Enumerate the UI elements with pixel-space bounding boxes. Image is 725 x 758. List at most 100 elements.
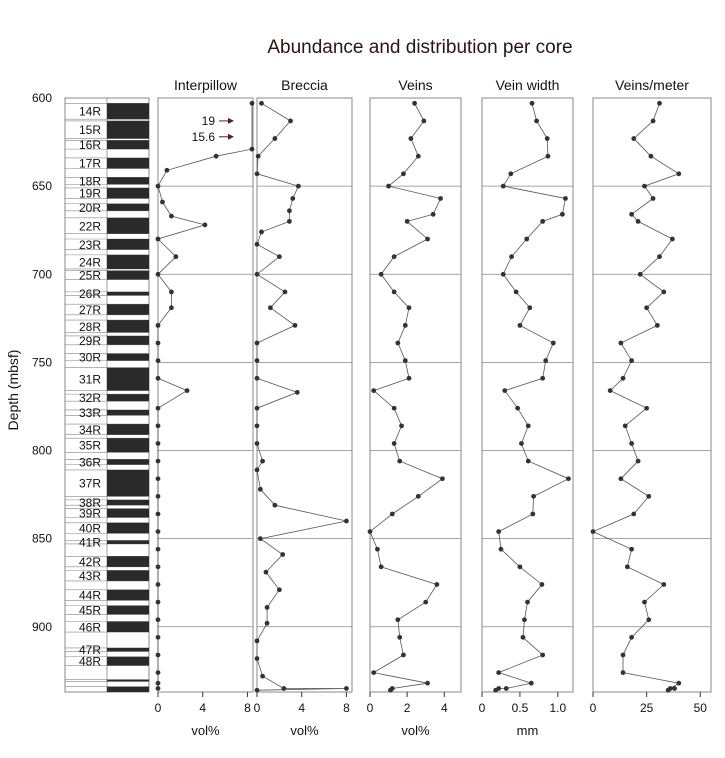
data-point (531, 493, 536, 499)
data-point (493, 687, 499, 693)
data-point (648, 153, 654, 159)
data-point (624, 564, 630, 570)
core-label: 19R (79, 187, 101, 201)
panel-title: Breccia (281, 77, 328, 93)
core-recovery-bar (107, 621, 149, 633)
data-point (543, 358, 549, 364)
data-point (259, 100, 264, 106)
data-point (650, 196, 656, 201)
data-point (421, 118, 427, 124)
core-label: 14R (79, 105, 101, 119)
data-point (524, 236, 530, 242)
core-recovery-bar (107, 120, 149, 139)
core-label: 33R (79, 406, 101, 420)
core-label: 26R (79, 287, 101, 301)
core-recovery-bar (107, 239, 149, 250)
data-point (520, 634, 526, 640)
core-recovery-bar (107, 499, 149, 506)
series-line (495, 103, 570, 691)
data-point (155, 529, 161, 535)
data-point (415, 153, 421, 159)
data-point (264, 620, 270, 626)
core-recovery-bar (107, 438, 149, 453)
x-tick-label: 0 (155, 701, 162, 715)
data-point (631, 511, 637, 517)
panel-title: Veins/meter (615, 77, 689, 93)
data-point (669, 236, 675, 242)
annotation-arrow-icon (228, 117, 234, 124)
data-point (254, 358, 260, 364)
data-point (657, 100, 662, 106)
data-point (498, 546, 504, 552)
data-point (371, 388, 377, 393)
data-point (527, 305, 533, 311)
data-point (661, 289, 667, 295)
data-point (294, 389, 300, 395)
depth-axis: 600 650 700 750 800 850 900 (32, 91, 52, 634)
data-point (545, 153, 551, 159)
data-point (522, 617, 527, 623)
annotation-arrow-icon (228, 133, 234, 140)
data-point (155, 271, 161, 277)
depth-tick-label: 850 (32, 532, 52, 546)
data-point (281, 686, 287, 691)
data-point (425, 680, 430, 686)
x-tick-label: 4 (298, 701, 305, 715)
data-point (276, 254, 282, 260)
data-point (397, 458, 403, 464)
core-label: 45R (79, 604, 101, 618)
data-point (155, 423, 161, 429)
data-point (539, 582, 545, 587)
data-point (295, 183, 301, 189)
x-axis-unit: vol% (191, 723, 220, 738)
data-point (249, 146, 255, 152)
panel-veins: Veins 0 2 4 vol% (367, 77, 462, 738)
x-axis-unit: vol% (290, 723, 319, 738)
data-point (282, 289, 288, 295)
core-label: 32R (79, 391, 101, 405)
data-point (202, 222, 208, 228)
core-recovery-bar (107, 540, 149, 544)
data-point (672, 686, 677, 691)
x-tick-label: 0 (479, 701, 486, 715)
data-point (155, 670, 161, 676)
core-recovery-bar (107, 140, 149, 150)
data-point (155, 680, 161, 686)
data-point (287, 218, 292, 224)
core-recovery-bar (107, 187, 149, 199)
data-point (254, 467, 260, 473)
data-point (249, 100, 255, 106)
series-line (592, 103, 680, 691)
data-point (676, 171, 682, 177)
data-point (155, 441, 161, 446)
data-point (155, 617, 161, 623)
data-point (629, 546, 635, 552)
core-recovery-bar (107, 353, 149, 361)
core-recovery-bar (107, 291, 149, 296)
x-tick-label: 4 (199, 701, 206, 715)
core-recovery-bar (107, 217, 149, 234)
core-recovery-bar (107, 254, 149, 269)
panel-frame (592, 97, 712, 693)
data-point (378, 271, 384, 277)
data-point (676, 680, 682, 686)
core-recovery-bar (107, 103, 149, 120)
data-point (155, 546, 161, 552)
data-point (378, 564, 384, 570)
data-point (525, 599, 530, 605)
data-point (529, 100, 535, 106)
core-recovery-bar (107, 556, 149, 567)
data-point (169, 305, 174, 311)
data-point (155, 511, 161, 517)
x-axis-unit: mm (517, 723, 539, 738)
core-label: 43R (79, 569, 101, 583)
data-point (155, 183, 161, 189)
x-tick-label: 0 (254, 701, 261, 715)
data-point (254, 687, 260, 693)
x-tick-label: 25 (640, 701, 654, 715)
depth-tick-label: 800 (32, 444, 52, 458)
core-recovery-bar (107, 304, 149, 315)
data-point (406, 375, 412, 381)
core-recovery-bar (107, 459, 149, 465)
